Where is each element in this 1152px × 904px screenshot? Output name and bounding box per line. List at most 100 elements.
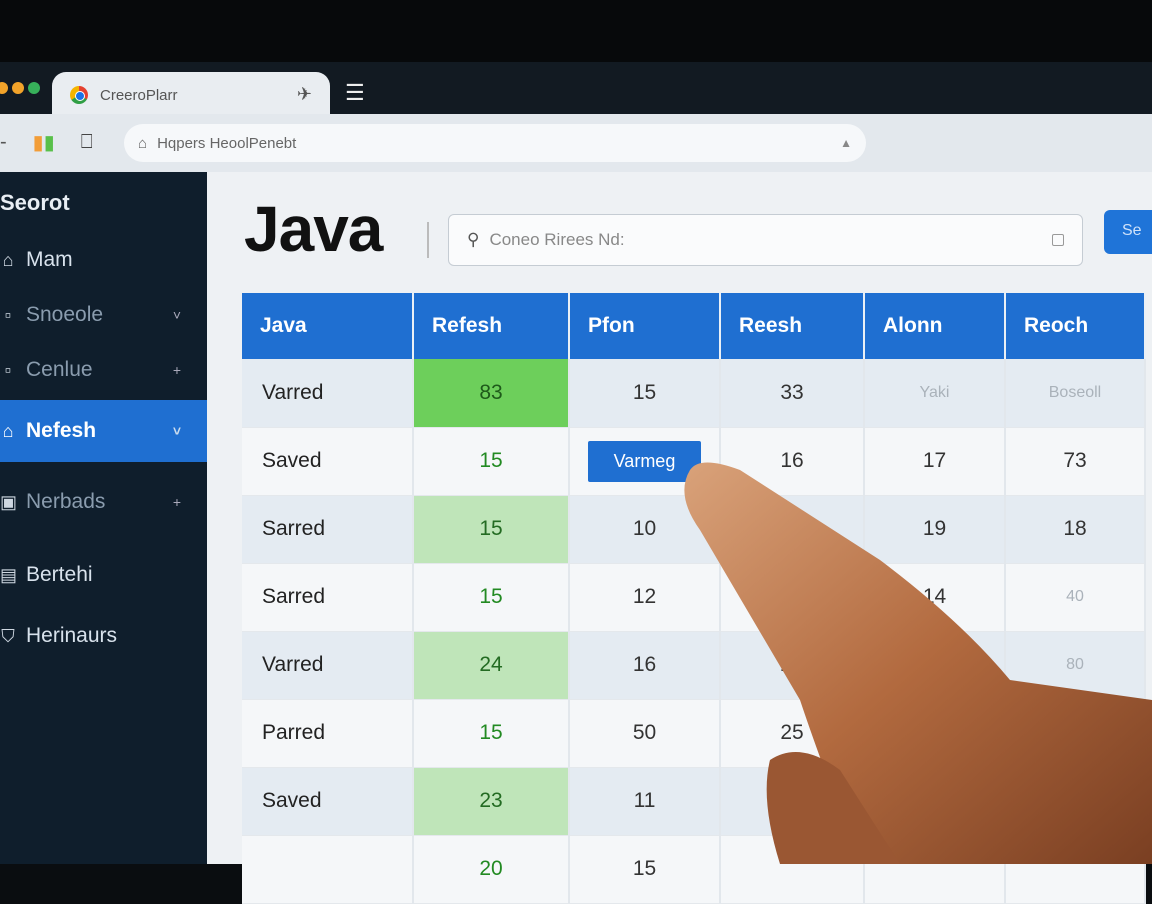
table-cell[interactable]: Saved [242, 767, 414, 836]
table-cell[interactable] [720, 835, 865, 904]
table-cell[interactable] [1005, 835, 1146, 904]
divider [427, 222, 429, 258]
menu-icon[interactable]: ☰ [345, 80, 365, 105]
table-cell[interactable]: 14 [864, 563, 1006, 632]
table-cell[interactable]: 40 [1005, 563, 1146, 632]
sidebar-item-bertehi[interactable]: ▤ Bertehi [0, 547, 207, 603]
browser-tab[interactable]: CreeroPlarr ✈ [52, 72, 330, 118]
table-cell[interactable] [864, 835, 1006, 904]
table-cell[interactable] [864, 699, 1006, 768]
table-cell[interactable]: Varred [242, 631, 414, 700]
column-header[interactable]: Alonn [864, 293, 1006, 359]
table-cell[interactable]: 15 [413, 563, 570, 632]
table-cell[interactable]: 25 [720, 699, 865, 768]
column-header[interactable]: Reoch [1005, 293, 1146, 359]
data-table: Java Refesh Pfon Reesh Alonn Reoch Varre… [242, 293, 1146, 904]
table-cell[interactable]: 80 [1005, 631, 1146, 700]
table-cell[interactable]: 15 [413, 699, 570, 768]
table-cell[interactable]: 18 [1005, 495, 1146, 564]
back-icon[interactable]: - [0, 131, 7, 153]
table-cell[interactable]: 15 [569, 359, 721, 428]
table-cell[interactable]: 20 [413, 835, 570, 904]
table-cell[interactable]: 16 [569, 631, 721, 700]
extension-icon[interactable]: ▮▮ [32, 132, 55, 154]
column-header[interactable]: Pfon [569, 293, 721, 359]
column-header[interactable]: Java [242, 293, 414, 359]
screen-bezel [0, 0, 1152, 66]
table-cell[interactable]: 73 [1005, 427, 1146, 496]
table-cell[interactable]: Saved [242, 427, 414, 496]
page-title: Java [244, 193, 383, 265]
table-row[interactable]: Parred 15 50 25 [242, 699, 1146, 768]
chevron-down-icon: ˅ [172, 423, 181, 439]
address-bar[interactable]: ⌂ Hqpers HeoolPenebt ▲ [124, 124, 866, 162]
table-row[interactable]: Saved 23 11 [242, 767, 1146, 836]
plus-icon: + [172, 362, 181, 378]
table-cell[interactable]: Parred [242, 699, 414, 768]
table-cell[interactable]: 83 [413, 359, 570, 428]
pin-icon[interactable]: ✈ [296, 84, 312, 104]
lock-icon: ▣ [0, 491, 18, 512]
table-row[interactable]: 20 15 [242, 835, 1146, 904]
table-cell[interactable] [720, 767, 865, 836]
list-icon: ▤ [0, 564, 18, 585]
clear-icon[interactable] [1052, 234, 1064, 246]
table-row[interactable]: Sarred 15 10 19 18 [242, 495, 1146, 564]
table-cell[interactable]: 11 [569, 767, 721, 836]
table-cell[interactable] [242, 835, 414, 904]
table-row[interactable]: Varred 83 15 33 Yaki Boseoll [242, 359, 1146, 428]
sidebar [0, 172, 207, 864]
cell-action-button[interactable]: Varmeg [587, 440, 702, 482]
sidebar-item-nerbads[interactable]: ▣ Nerbads + [0, 474, 207, 530]
search-button[interactable]: Se [1104, 210, 1152, 254]
table-cell[interactable]: Boseoll [1005, 359, 1146, 428]
table-cell[interactable] [1005, 699, 1146, 768]
table-cell[interactable]: 15 [413, 495, 570, 564]
sidebar-item-herinaurs[interactable]: ⛉ Herinaurs [0, 608, 207, 664]
table-cell[interactable]: 17 [864, 427, 1006, 496]
home-icon: ⌂ [2, 420, 14, 441]
sidebar-item-nefesh[interactable]: ⌂ Nefesh ˅ [0, 400, 207, 462]
minimize-button[interactable] [0, 82, 8, 94]
sidebar-item-mam[interactable]: ⌂ Mam [0, 232, 207, 288]
table-cell[interactable]: 12 [569, 563, 721, 632]
table-cell[interactable] [720, 495, 865, 564]
column-header[interactable]: Reesh [720, 293, 865, 359]
search-input[interactable]: ⚲ Coneo Rirees Nd: [448, 214, 1083, 266]
column-header[interactable]: Refesh [413, 293, 570, 359]
table-cell[interactable]: Varmeg [569, 427, 721, 496]
home-icon: ⌂ [2, 249, 14, 270]
table-cell[interactable] [864, 631, 1006, 700]
table-cell[interactable]: 16 [720, 427, 865, 496]
table-cell[interactable]: 24 [413, 631, 570, 700]
table-cell[interactable] [864, 767, 1006, 836]
table-cell[interactable] [1005, 767, 1146, 836]
bookmark-star-icon[interactable]: ▲ [840, 136, 852, 150]
table-cell[interactable] [720, 563, 865, 632]
maximize-button[interactable] [12, 82, 24, 94]
table-cell[interactable]: 50 [569, 699, 721, 768]
table-cell[interactable]: 33 [720, 359, 865, 428]
table-row[interactable]: Saved 15 Varmeg 16 17 73 [242, 427, 1146, 496]
table-cell[interactable]: Sarred [242, 495, 414, 564]
table-cell[interactable]: 19 [864, 495, 1006, 564]
table-cell[interactable]: 10 [569, 495, 721, 564]
table-row[interactable]: Sarred 15 12 14 40 [242, 563, 1146, 632]
square-icon: ▫ [4, 304, 12, 325]
table-row[interactable]: Varred 24 16 20 80 [242, 631, 1146, 700]
table-cell[interactable]: Yaki [864, 359, 1006, 428]
table-cell[interactable]: Sarred [242, 563, 414, 632]
bookmark-icon[interactable]: ⎕ [80, 131, 93, 153]
window-controls [0, 82, 40, 94]
table-cell[interactable]: 15 [413, 427, 570, 496]
sidebar-item-cenlue[interactable]: ▫ Cenlue + [0, 342, 207, 398]
fullscreen-button[interactable] [28, 82, 40, 94]
table-cell[interactable]: Varred [242, 359, 414, 428]
sidebar-title: Seorot [0, 190, 70, 215]
table-cell[interactable]: 15 [569, 835, 721, 904]
search-icon: ⚲ [467, 230, 480, 249]
chevron-down-icon: ˅ [172, 307, 181, 323]
table-cell[interactable]: 20 [720, 631, 865, 700]
sidebar-item-snoeole[interactable]: ▫ Snoeole ˅ [0, 287, 207, 343]
table-cell[interactable]: 23 [413, 767, 570, 836]
